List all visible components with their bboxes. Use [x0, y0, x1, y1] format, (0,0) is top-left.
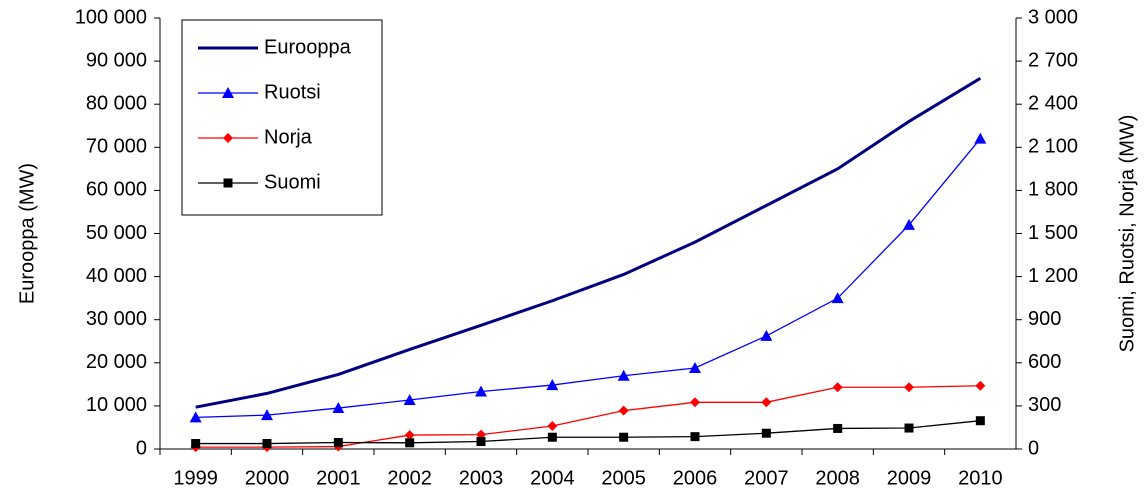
- x-tick-label: 2002: [387, 467, 432, 489]
- y-tick-label: 20 000: [86, 351, 147, 373]
- x-tick-label: 1999: [173, 467, 218, 489]
- legend-label: Norja: [264, 126, 313, 148]
- marker: [618, 405, 629, 416]
- y2-tick-label: 2 400: [1028, 92, 1078, 114]
- y-tick-label: 30 000: [86, 308, 147, 330]
- marker: [903, 218, 915, 230]
- y-tick-label: 80 000: [86, 92, 147, 114]
- series-line: [195, 77, 982, 409]
- y-tick-label: 100 000: [75, 6, 147, 28]
- marker: [189, 411, 202, 423]
- marker: [832, 382, 843, 393]
- marker: [761, 397, 772, 408]
- y-tick-label: 90 000: [86, 49, 147, 71]
- marker: [191, 439, 201, 449]
- x-tick-label: 2006: [673, 467, 718, 489]
- y2-tick-label: 1 200: [1028, 265, 1078, 287]
- marker: [405, 438, 415, 448]
- x-tick-label: 2005: [601, 467, 646, 489]
- y-tick-label: 40 000: [86, 265, 147, 287]
- marker: [690, 397, 700, 408]
- marker: [547, 432, 557, 442]
- marker: [261, 409, 273, 421]
- y2-tick-label: 0: [1028, 437, 1039, 459]
- x-tick-label: 2008: [815, 467, 860, 489]
- series-line: [195, 420, 981, 445]
- marker: [904, 423, 914, 433]
- marker: [222, 87, 234, 98]
- y2-axis-title: Suomi, Ruotsi, Norja (MW): [1116, 115, 1138, 353]
- x-tick-label: 2009: [887, 467, 932, 489]
- y2-tick-label: 2 700: [1028, 49, 1078, 71]
- marker: [476, 437, 486, 447]
- series-line: [195, 138, 981, 419]
- marker: [475, 385, 487, 397]
- marker: [403, 394, 416, 406]
- x-tick-label: 2003: [459, 467, 504, 489]
- y2-tick-label: 3 000: [1028, 6, 1078, 28]
- marker: [617, 369, 630, 381]
- marker: [262, 439, 272, 449]
- marker: [332, 402, 345, 414]
- marker: [904, 382, 914, 393]
- marker: [333, 438, 343, 448]
- marker: [223, 178, 233, 188]
- marker: [975, 416, 985, 426]
- marker: [689, 361, 701, 373]
- marker: [619, 432, 629, 442]
- y-tick-label: 70 000: [86, 136, 147, 158]
- marker: [690, 432, 700, 442]
- marker: [975, 380, 986, 391]
- marker: [547, 421, 558, 432]
- x-tick-label: 2000: [245, 467, 290, 489]
- x-tick-label: 2010: [958, 467, 1003, 489]
- y-tick-label: 10 000: [86, 394, 147, 416]
- marker: [760, 329, 773, 341]
- legend-label: Ruotsi: [264, 81, 321, 103]
- y-tick-label: 60 000: [86, 179, 147, 201]
- y2-tick-label: 900: [1028, 308, 1061, 330]
- y2-tick-label: 600: [1028, 351, 1061, 373]
- y2-tick-label: 2 100: [1028, 136, 1078, 158]
- marker: [974, 132, 987, 144]
- y-tick-label: 0: [136, 437, 147, 459]
- y2-tick-label: 1 500: [1028, 222, 1078, 244]
- marker: [404, 430, 415, 441]
- x-tick-label: 2007: [744, 467, 789, 489]
- x-tick-label: 2001: [316, 467, 361, 489]
- x-tick-label: 2004: [530, 467, 575, 489]
- legend-label: Eurooppa: [264, 36, 352, 58]
- y2-tick-label: 1 800: [1028, 179, 1078, 201]
- legend-label: Suomi: [264, 171, 321, 193]
- y-axis-title: Eurooppa (MW): [16, 163, 38, 304]
- y-tick-label: 50 000: [86, 222, 147, 244]
- y2-tick-label: 300: [1028, 394, 1061, 416]
- marker: [761, 428, 771, 438]
- marker: [546, 379, 559, 391]
- marker: [831, 292, 844, 304]
- marker: [833, 423, 843, 433]
- series-line: [195, 385, 981, 448]
- marker: [223, 133, 233, 143]
